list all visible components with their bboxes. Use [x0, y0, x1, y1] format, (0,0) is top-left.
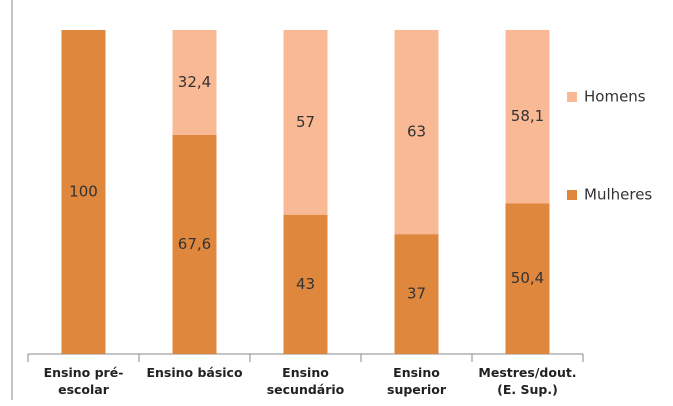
- data-label: 57: [296, 113, 315, 131]
- bar-segment: [394, 234, 439, 354]
- data-label: 43: [296, 275, 315, 293]
- data-label: 63: [407, 123, 426, 141]
- x-tick-label: Ensino pré-escolar: [43, 365, 124, 397]
- bar-segment: [394, 30, 439, 235]
- x-tick-label: Mestres/dout. (E. Sup.): [478, 365, 577, 397]
- data-label: 32,4: [178, 73, 211, 91]
- data-label: 50,4: [511, 269, 544, 287]
- x-tick-label: Ensino superior: [387, 365, 446, 397]
- data-label: 58,1: [511, 107, 544, 125]
- legend-swatch: [567, 92, 577, 102]
- bar-segment: [505, 203, 550, 354]
- data-label: 67,6: [178, 235, 211, 253]
- bar-segment: [505, 30, 550, 204]
- bar-segment: [283, 30, 328, 215]
- legend-label: Mulheres: [584, 186, 652, 204]
- x-tick-label: Ensino básico: [146, 365, 243, 380]
- bar-segment: [172, 134, 217, 354]
- bar-segment: [61, 30, 106, 354]
- data-label: 100: [69, 183, 98, 201]
- legend-label: Homens: [584, 88, 646, 106]
- legend-swatch: [567, 190, 577, 200]
- data-label: 37: [407, 285, 426, 303]
- x-tick-label: Ensino secundário: [266, 365, 345, 397]
- bar-segment: [172, 30, 217, 135]
- bar-segment: [283, 214, 328, 354]
